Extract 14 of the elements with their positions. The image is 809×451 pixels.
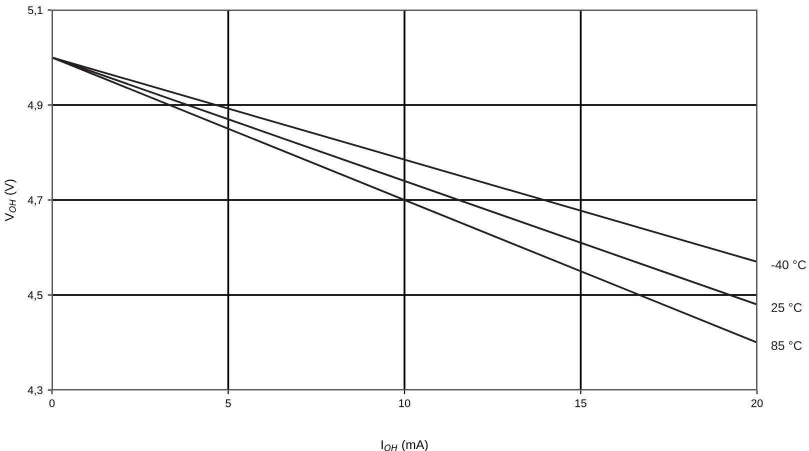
x-tick-label: 15: [575, 399, 586, 408]
x-tick-label: 5: [226, 399, 231, 408]
y-tick-label: 5,1: [28, 6, 42, 16]
x-tick-label: 20: [751, 399, 763, 408]
series-label: 25 °C: [772, 303, 802, 312]
x-tick-label: 10: [399, 399, 410, 408]
y-tick-label: 4,3: [28, 386, 42, 396]
series-label: -40 °C: [771, 260, 806, 270]
y-tick-label: 4,5: [28, 291, 43, 300]
y-tick-label: 4,9: [28, 101, 42, 110]
y-axis-title: V$_{OH}$ (V): [4, 180, 16, 222]
x-tick-label: 0: [49, 399, 55, 408]
series-label: 85 °C: [771, 341, 802, 350]
y-tick-label: 4,7: [28, 196, 42, 206]
